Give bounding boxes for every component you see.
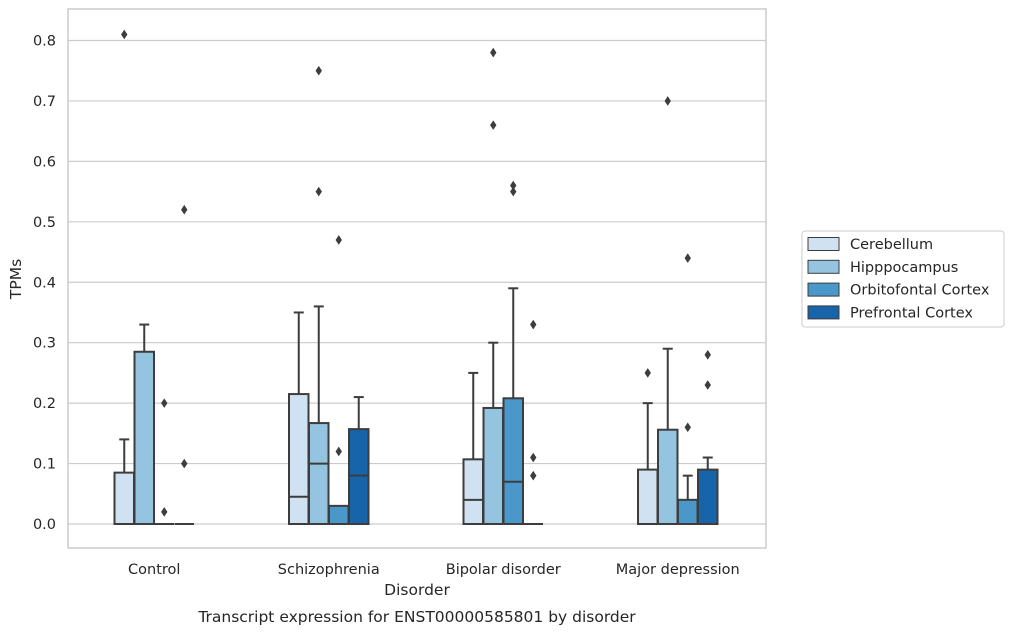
y-axis-label: TPMs <box>7 259 25 300</box>
legend-swatch <box>807 259 840 274</box>
box-cerebellum <box>462 371 484 525</box>
legend-swatch <box>807 282 840 297</box>
box-orbitofontal-cortex <box>677 253 699 526</box>
outlier-point <box>121 29 128 40</box>
box-prefrontal-cortex <box>697 349 719 526</box>
legend-label: Hipppocampus <box>850 260 958 276</box>
box-body <box>637 468 659 526</box>
box-body <box>657 428 679 525</box>
box-hipppocampus <box>657 96 679 525</box>
box-body <box>502 397 524 526</box>
outlier-point <box>664 96 671 106</box>
box-hipppocampus <box>308 65 330 525</box>
outlier-point <box>181 458 188 469</box>
box-orbitofontal-cortex <box>154 398 174 525</box>
outlier-point <box>181 204 188 215</box>
y-tick-label: 0.6 <box>33 154 56 170</box>
legend-frame <box>801 230 1005 328</box>
y-tick-label: 0.3 <box>33 336 56 352</box>
outlier-point <box>510 180 517 191</box>
y-tick-label: 0.7 <box>33 94 56 110</box>
box-prefrontal-cortex <box>523 319 543 525</box>
box-cerebellum <box>113 29 135 525</box>
box-cerebellum <box>288 311 310 526</box>
outlier-point <box>161 507 168 517</box>
outlier-point <box>335 446 342 457</box>
y-tick-label: 0.8 <box>33 34 56 50</box>
box-body <box>328 504 350 525</box>
box-series <box>113 29 719 526</box>
outlier-point <box>530 319 537 330</box>
outlier-point <box>530 470 537 481</box>
box-body <box>113 471 135 525</box>
legend-label: Cerebellum <box>850 237 933 253</box>
y-tick-label: 0.5 <box>33 215 56 231</box>
box-orbitofontal-cortex <box>328 235 350 525</box>
outlier-point <box>530 452 537 463</box>
legend-swatch <box>807 305 840 320</box>
box-body <box>288 393 310 526</box>
box-cerebellum <box>637 368 659 526</box>
box-body <box>677 498 699 526</box>
box-prefrontal-cortex <box>348 396 370 525</box>
box-orbitofontal-cortex <box>502 180 524 526</box>
x-tick-label: Control <box>128 562 180 578</box>
outlier-point <box>335 235 342 245</box>
legend-entries: Cerebellum Hipppocampus Orbitofontal Corte… <box>807 237 990 321</box>
outlier-point <box>704 349 711 360</box>
legend-label: Prefrontal Cortex <box>850 305 973 321</box>
box-prefrontal-cortex <box>174 204 194 525</box>
y-tick-label: 0.0 <box>33 517 56 533</box>
outlier-point <box>490 47 497 58</box>
box-body <box>133 350 155 525</box>
x-tick-label: Schizophrenia <box>278 562 380 578</box>
y-tick-label: 0.2 <box>33 396 56 412</box>
figure-caption: Transcript expression for ENST0000058580… <box>197 608 636 626</box>
y-tick-label: 0.1 <box>33 457 56 473</box>
box-body <box>697 468 719 526</box>
outlier-point <box>644 368 651 378</box>
legend: Cerebellum Hipppocampus Orbitofontal Corte… <box>801 230 1005 328</box>
x-tick-labels: Control Schizophrenia Bipolar disorder Majo… <box>128 562 740 578</box>
box-hipppocampus <box>133 323 155 525</box>
legend-swatch <box>807 237 840 251</box>
outlier-point <box>490 120 497 130</box>
box-body <box>482 406 504 525</box>
legend-label: Orbitofontal Cortex <box>850 283 990 299</box>
box-hipppocampus <box>482 47 504 525</box>
x-axis-label: Disorder <box>384 581 450 599</box>
outlier-point <box>684 422 691 433</box>
x-tick-label: Major depression <box>616 562 740 578</box>
outlier-point <box>510 186 517 197</box>
x-tick-label: Bipolar disorder <box>446 562 561 578</box>
y-tick-labels: 0.0 0.1 0.2 0.3 0.4 0.5 0.6 0.7 0.8 <box>33 34 56 534</box>
outlier-point <box>161 398 168 408</box>
outlier-point <box>315 186 322 197</box>
y-tick-label: 0.4 <box>33 275 56 291</box>
outlier-point <box>315 65 322 76</box>
box-body <box>462 458 484 525</box>
outlier-point <box>684 253 691 263</box>
box-body <box>308 422 330 525</box>
plot-frame <box>67 8 767 549</box>
outlier-point <box>704 380 711 390</box>
